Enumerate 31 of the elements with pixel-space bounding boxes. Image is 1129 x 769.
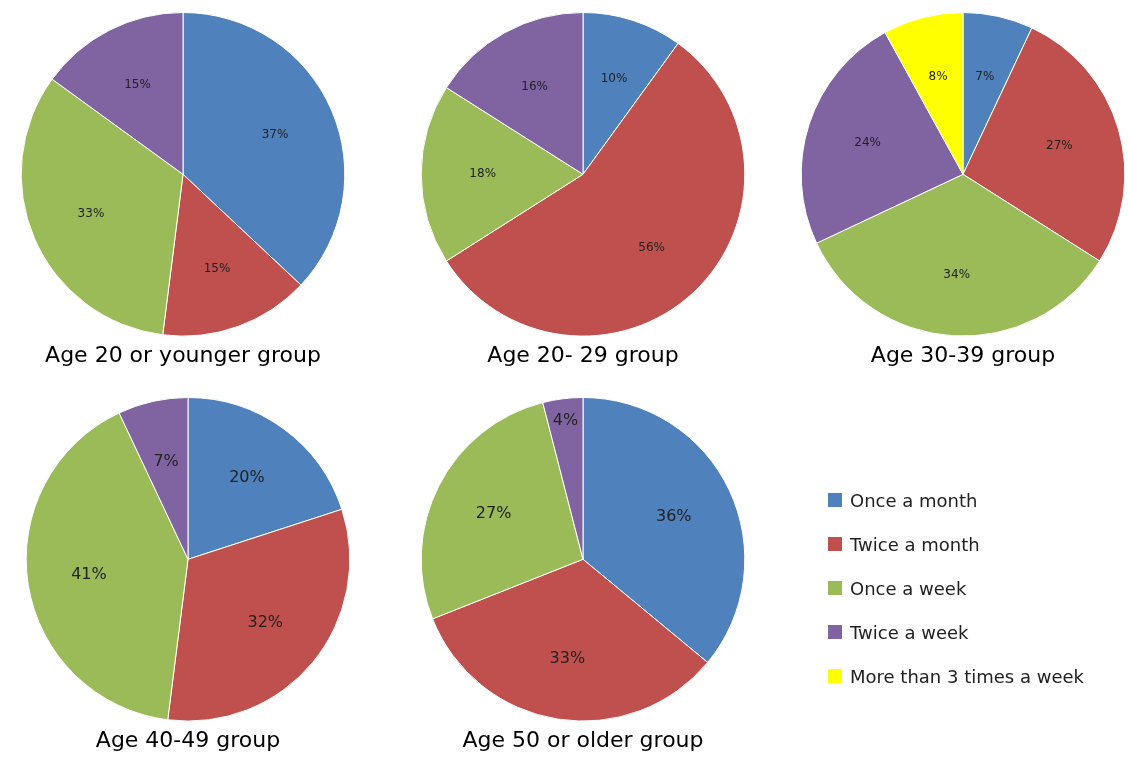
data-label: 41% [71, 564, 107, 584]
text: Age 20- 29 group [487, 341, 679, 367]
data-label: 7% [975, 68, 995, 83]
data-label: 33% [77, 206, 105, 221]
data-label: 20% [229, 467, 265, 487]
data-label: 56% [638, 239, 666, 254]
data-label: 18% [469, 166, 497, 181]
data-label: 24% [854, 135, 881, 150]
data-label: 4% [552, 410, 579, 430]
data-label: 34% [943, 266, 971, 281]
text: Age 30-39 group [870, 341, 1056, 367]
data-label: 16% [521, 78, 549, 93]
data-label: 37% [261, 126, 289, 141]
data-label: 8% [928, 69, 948, 84]
data-label: 27% [1046, 138, 1073, 153]
legend-label: More than 3 times a week [850, 665, 1084, 687]
data-label: 15% [203, 260, 231, 275]
data-label: 32% [247, 612, 284, 632]
legend-label: Twice a month [850, 533, 980, 555]
legend-label: Once a month [850, 489, 978, 511]
data-label: 15% [124, 77, 151, 92]
data-label: 27% [475, 502, 512, 522]
text: Age 20 or younger group [45, 341, 321, 367]
legend-label: Once a week [850, 577, 967, 599]
data-label: 36% [655, 505, 692, 525]
data-label: 10% [600, 71, 628, 86]
text: Age 50 or older group [462, 726, 704, 752]
data-label: 7% [153, 450, 179, 470]
legend-label: Twice a week [850, 621, 969, 643]
data-label: 33% [549, 647, 586, 667]
text: Age 40-49 group [95, 726, 281, 752]
